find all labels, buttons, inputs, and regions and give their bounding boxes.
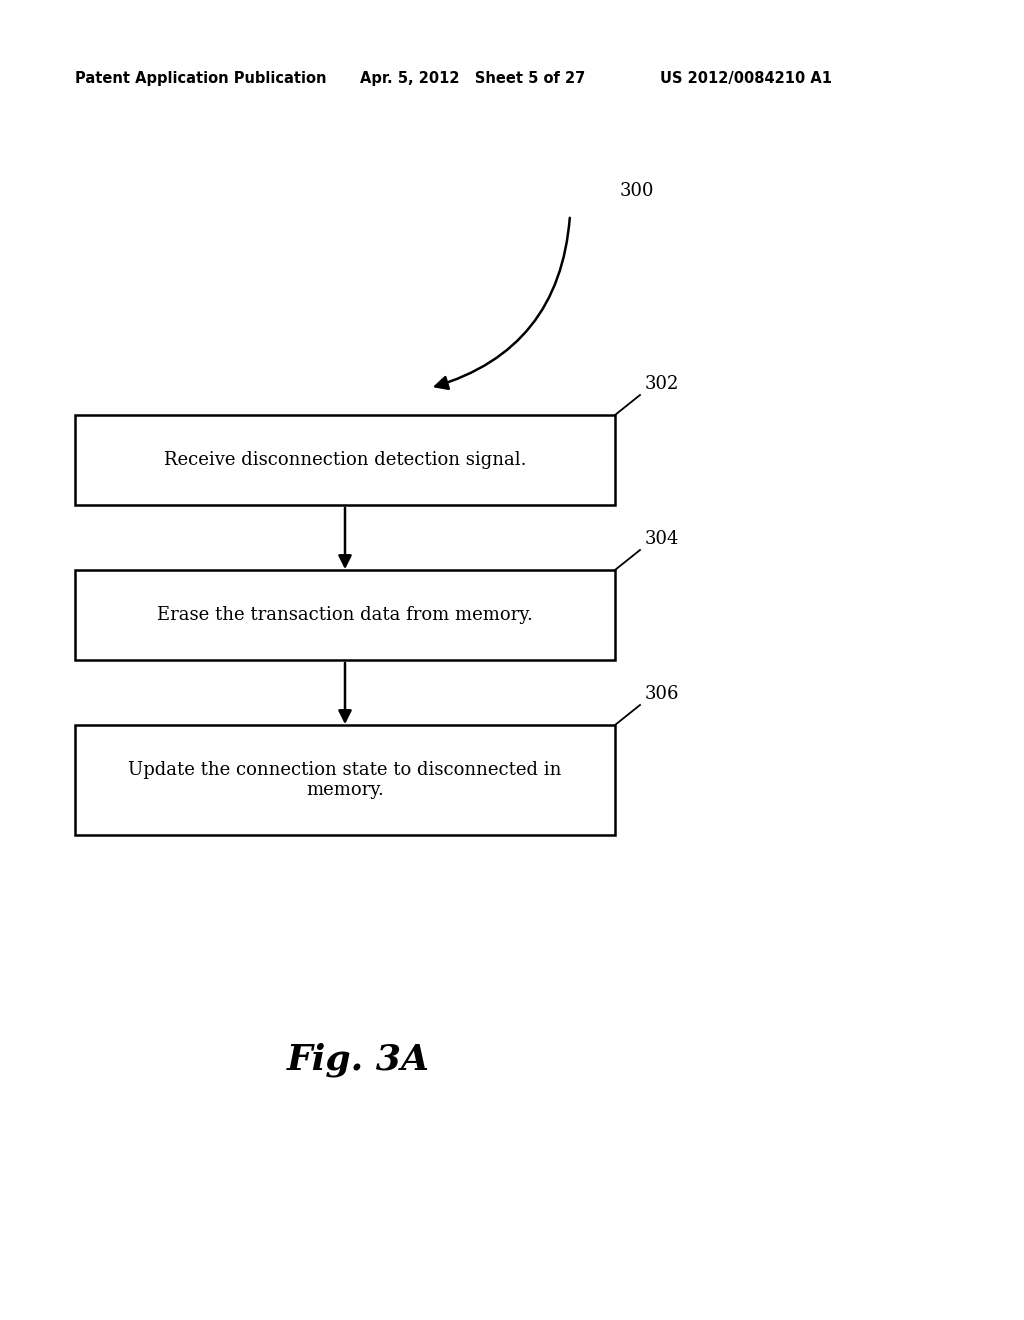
- Text: Update the connection state to disconnected in
memory.: Update the connection state to disconnec…: [128, 760, 562, 800]
- Text: 300: 300: [620, 182, 654, 201]
- Bar: [75, 570, 615, 660]
- Text: 306: 306: [645, 685, 680, 704]
- Text: 304: 304: [645, 531, 679, 548]
- Text: Apr. 5, 2012   Sheet 5 of 27: Apr. 5, 2012 Sheet 5 of 27: [360, 70, 586, 86]
- Bar: [75, 725, 615, 836]
- Text: 302: 302: [645, 375, 679, 393]
- Text: Patent Application Publication: Patent Application Publication: [75, 70, 327, 86]
- Text: Receive disconnection detection signal.: Receive disconnection detection signal.: [164, 451, 526, 469]
- Text: US 2012/0084210 A1: US 2012/0084210 A1: [660, 70, 831, 86]
- Text: Erase the transaction data from memory.: Erase the transaction data from memory.: [157, 606, 532, 624]
- Text: Fig. 3A: Fig. 3A: [287, 1043, 430, 1077]
- Bar: [75, 414, 615, 506]
